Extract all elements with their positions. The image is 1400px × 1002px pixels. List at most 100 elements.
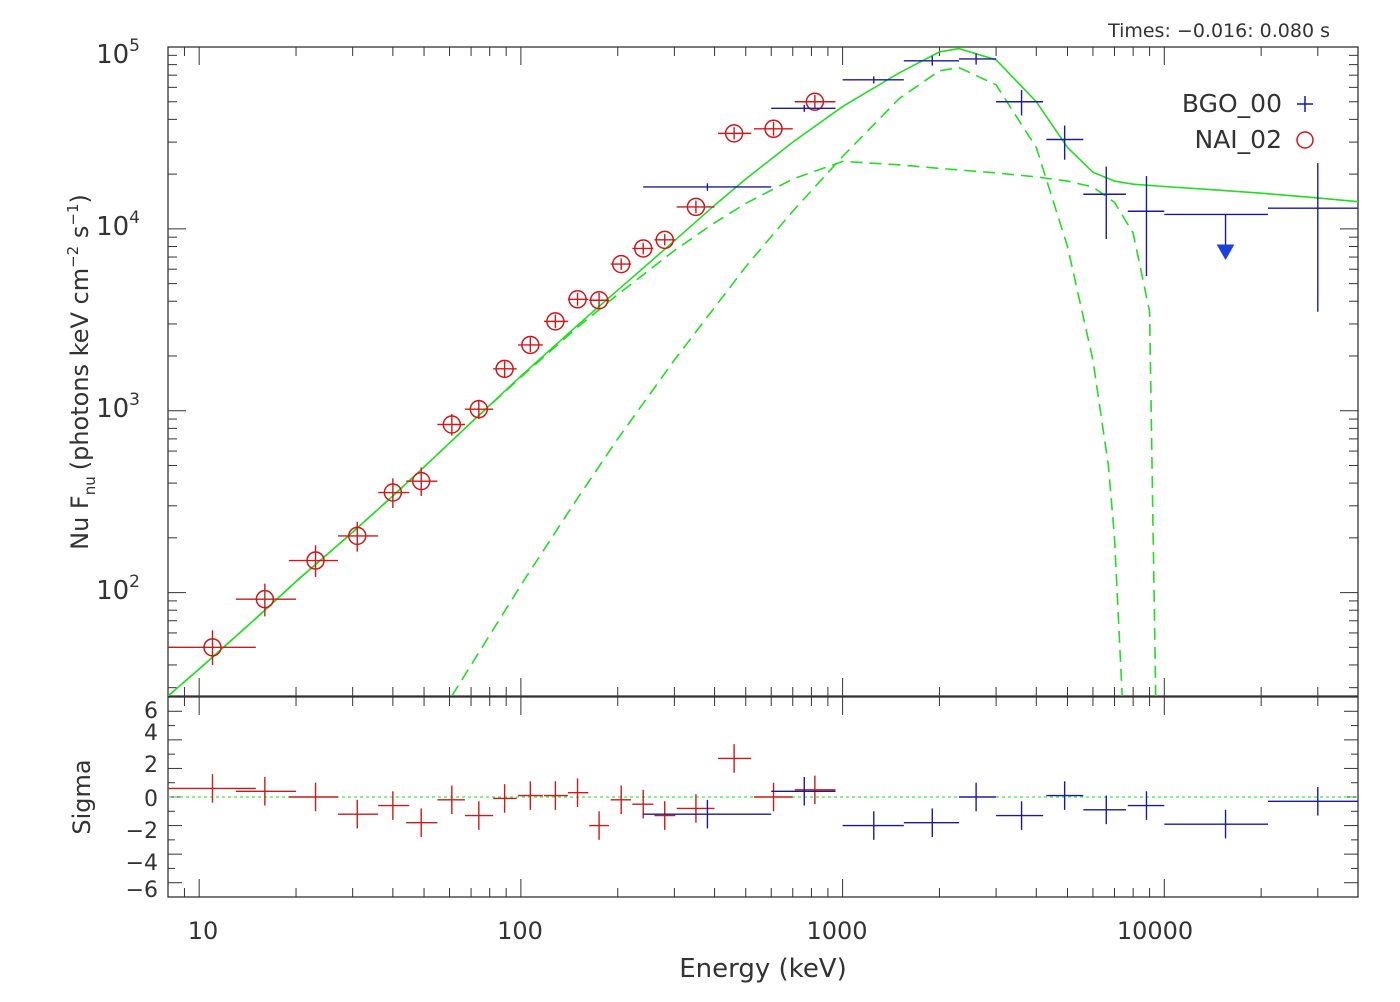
bgo-residual-point [1127,791,1165,820]
nai-marker [764,119,783,139]
nai-marker [546,312,565,331]
residual-tick-label: 6 [144,699,158,724]
bgo-residual-point [958,782,997,812]
residual-points [168,744,1358,840]
data-points [168,53,1358,665]
bgo-residual-point [1046,781,1084,810]
nai-data-point [753,119,793,139]
nai-marker [306,551,325,570]
nai-marker [724,124,744,143]
legend-marker-bgo [1297,96,1313,112]
bgo-data-point [1083,166,1126,239]
nai-residual-point [288,782,338,812]
nai-data-point [632,239,654,258]
bgo-residual-point [1164,809,1268,839]
bgo-data-point [1046,125,1084,160]
legend: BGO_00 NAI_02 [1182,89,1314,154]
bgo-residual-point [996,801,1044,830]
nai-data-point [337,521,379,552]
nai-residual-point [406,808,438,837]
bgo-residual-point [903,808,959,837]
bgo-residual-point [771,777,836,806]
nai-residual-point [518,781,543,810]
upper-limit [1164,213,1268,261]
x-axis-label: Energy (keV) [679,954,847,984]
residual-tick-label: 0 [144,787,158,812]
nai-residual-point [437,785,465,815]
nai-data-point [589,291,610,310]
model-curve-3 [451,66,1123,696]
main-y-axis-label: Nu Fnu(photons keV cm−2 s−1) [64,194,99,550]
y-tick-label-100: 102 [96,572,140,606]
nai-data-point [378,478,410,508]
bgo-residual-point [643,799,772,829]
nai-data-point [406,467,438,496]
residual-tick-label: 2 [144,753,158,778]
nai-marker [495,359,514,379]
bgo-data-point [1127,176,1165,277]
y-tick-labels: 102 103 104 105 [96,36,140,606]
x-tick-label-1000: 1000 [806,917,867,945]
nai-marker [805,92,825,111]
nai-residual-point [794,775,836,805]
x-tick-label-10000: 10000 [1117,917,1193,945]
nai-marker [568,290,587,309]
bgo-data-point [1267,163,1358,312]
nai-marker [611,254,631,274]
x-tick-label-100: 100 [497,917,543,945]
legend-label-bgo: BGO_00 [1182,89,1282,118]
x-tick-label-10: 10 [188,917,219,945]
legend-marker-nai [1296,131,1314,149]
bgo-data-point [958,53,997,65]
model-curve-1 [168,47,1358,696]
residual-tick-label: 4 [144,721,158,746]
nai-marker [203,638,222,657]
axis-ticks [167,46,1359,897]
nai-residual-point [753,782,793,812]
nai-marker [633,239,653,258]
x-tick-labels: 10 100 1000 10000 [188,917,1193,945]
bgo-data-point [996,90,1044,116]
nai-data-point [567,290,589,309]
residual-tick-label: −2 [126,819,158,844]
nai-data-point [168,630,256,665]
bgo-data-point [643,183,772,191]
nai-data-point [794,92,836,111]
nai-residual-point [567,778,589,807]
y-tick-label-10000: 104 [96,208,140,242]
y-tick-label-1000: 103 [96,390,140,424]
nai-residual-point [493,784,517,813]
nai-data-point [518,335,543,355]
nai-marker [383,483,403,502]
model-curves [168,47,1358,696]
model-curve-2 [168,160,1157,696]
nai-marker [442,415,462,434]
nai-data-point [654,230,676,250]
nai-residual-point [718,744,752,773]
nai-residual-point [378,791,410,820]
nai-residual-point [235,777,297,806]
nai-residual-point [168,774,256,803]
nai-data-point [235,583,297,617]
nai-data-point [610,254,632,274]
nai-marker [469,399,489,419]
nai-data-point [288,545,338,577]
nai-residual-point [464,801,494,830]
residual-tick-label: −6 [126,878,158,903]
nai-residual-point [654,801,676,830]
nai-residual-point [610,785,632,815]
nai-residual-point [544,781,568,810]
y-tick-label-100000: 105 [96,36,140,70]
residual-y-tick-labels: 6 4 2 0 −2 −4 −6 [126,699,158,903]
nai-residual-point [676,794,715,823]
nai-residual-point [337,799,379,829]
residual-y-axis-label: Sigma [68,759,96,834]
nai-data-point [464,399,494,420]
nai-residual-point [589,811,610,840]
nai-marker [348,526,367,546]
bgo-data-point [842,76,904,84]
nai-marker [411,471,431,491]
nai-data-point [676,197,715,217]
